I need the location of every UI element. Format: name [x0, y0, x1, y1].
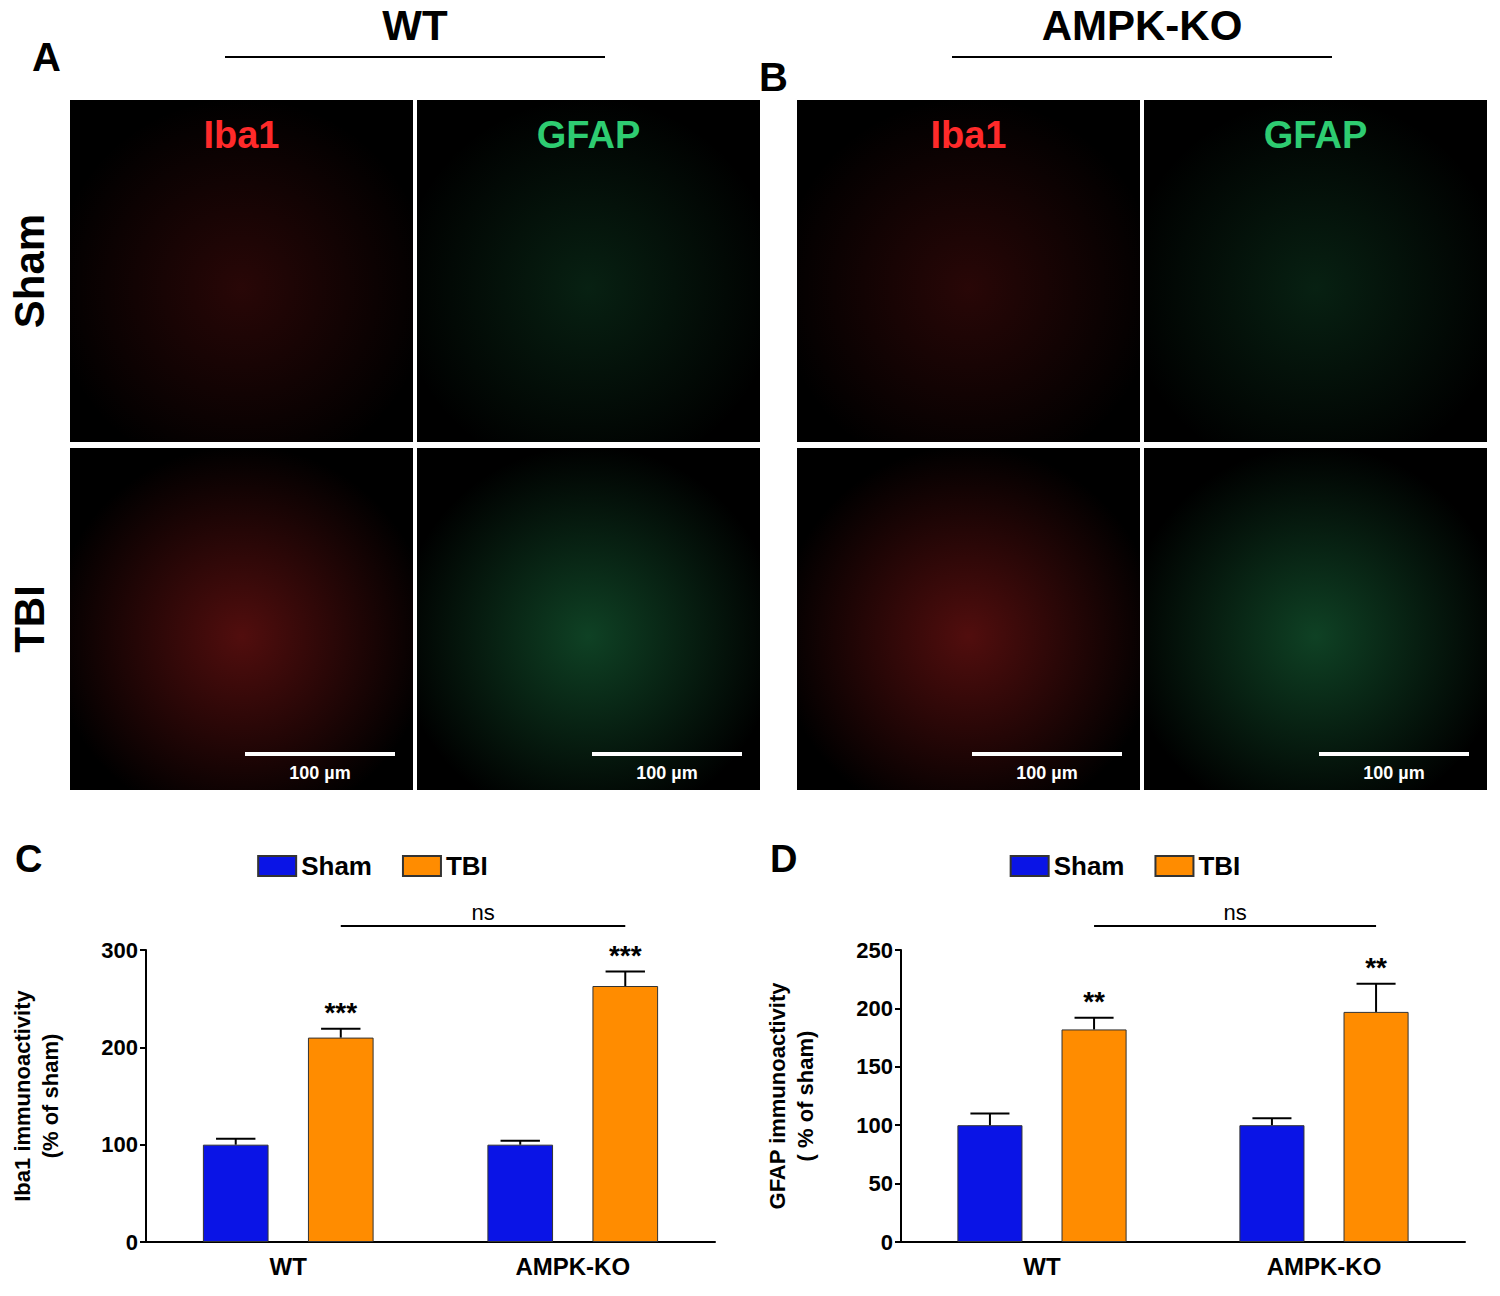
- svg-text:AMPK-KO: AMPK-KO: [1267, 1253, 1382, 1280]
- svg-text:D: D: [770, 838, 797, 880]
- svg-text:WT: WT: [270, 1253, 308, 1280]
- svg-text:200: 200: [856, 996, 893, 1021]
- svg-text:50: 50: [869, 1171, 893, 1196]
- html-text:Iba1: Iba1: [203, 114, 280, 156]
- svg-text:Sham: Sham: [301, 851, 372, 881]
- html-text:A: A: [32, 35, 61, 79]
- svg-text:***: ***: [324, 997, 357, 1028]
- svg-text:ns: ns: [1223, 900, 1246, 925]
- html-text:GFAP: GFAP: [1263, 114, 1368, 156]
- html-text:100 µm: 100 µm: [1016, 763, 1078, 783]
- svg-text:(% of sham): (% of sham): [38, 1034, 63, 1159]
- svg-text:C: C: [15, 838, 42, 880]
- html-text:AMPK-KO: AMPK-KO: [1041, 2, 1243, 49]
- svg-text:( % of sham): ( % of sham): [793, 1031, 818, 1162]
- svg-text:200: 200: [101, 1035, 138, 1060]
- svg-text:300: 300: [101, 938, 138, 963]
- html-text:WT: WT: [382, 2, 448, 49]
- svg-text:TBI: TBI: [1198, 851, 1240, 881]
- html-text:TBI: TBI: [6, 585, 53, 653]
- svg-text:Sham: Sham: [1054, 851, 1125, 881]
- svg-text:ns: ns: [471, 900, 494, 925]
- svg-text:0: 0: [881, 1230, 893, 1255]
- html-text:100 µm: 100 µm: [289, 763, 351, 783]
- svg-text:100: 100: [101, 1132, 138, 1157]
- svg-text:***: ***: [609, 940, 642, 971]
- html-text:100 µm: 100 µm: [636, 763, 698, 783]
- svg-text:0: 0: [126, 1230, 138, 1255]
- svg-text:**: **: [1365, 952, 1387, 983]
- svg-text:GFAP immunoactivity: GFAP immunoactivity: [765, 982, 790, 1210]
- svg-text:WT: WT: [1023, 1253, 1061, 1280]
- svg-text:Iba1 immunoactivity: Iba1 immunoactivity: [10, 989, 35, 1201]
- html-text:Iba1: Iba1: [930, 114, 1007, 156]
- svg-text:AMPK-KO: AMPK-KO: [515, 1253, 630, 1280]
- svg-text:250: 250: [856, 938, 893, 963]
- svg-text:TBI: TBI: [446, 851, 488, 881]
- html-text:B: B: [759, 55, 788, 99]
- html-text:Sham: Sham: [6, 213, 53, 329]
- html-text:GFAP: GFAP: [536, 114, 641, 156]
- svg-text:150: 150: [856, 1054, 893, 1079]
- svg-text:**: **: [1083, 986, 1105, 1017]
- svg-text:100: 100: [856, 1113, 893, 1138]
- html-text:100 µm: 100 µm: [1363, 763, 1425, 783]
